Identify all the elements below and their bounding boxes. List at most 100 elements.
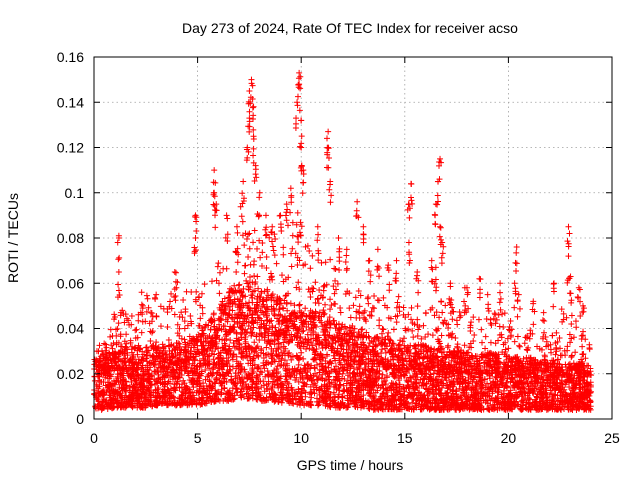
data-point <box>311 364 318 371</box>
data-point <box>355 287 362 294</box>
data-point <box>401 388 408 395</box>
data-point <box>299 370 306 377</box>
data-point <box>371 293 378 300</box>
data-point <box>222 342 229 349</box>
data-point <box>263 344 270 351</box>
data-point <box>238 394 245 401</box>
data-point <box>212 380 219 387</box>
data-point <box>449 330 456 337</box>
data-point <box>300 327 307 334</box>
data-point <box>259 249 266 256</box>
data-point <box>181 318 188 325</box>
data-point <box>379 371 386 378</box>
data-point <box>256 336 263 343</box>
data-point <box>354 349 361 356</box>
data-point <box>270 247 277 254</box>
data-point <box>582 355 589 362</box>
data-point <box>393 319 400 326</box>
data-point <box>427 306 434 313</box>
data-point <box>197 315 204 322</box>
data-point <box>315 300 322 307</box>
data-point <box>202 367 209 374</box>
data-point <box>568 352 575 359</box>
data-point <box>223 265 230 272</box>
data-point <box>568 320 575 327</box>
data-point <box>271 311 278 318</box>
data-point <box>231 392 238 399</box>
data-point <box>258 288 265 295</box>
data-point <box>285 384 292 391</box>
data-point <box>310 346 317 353</box>
data-point <box>523 365 530 372</box>
data-point <box>216 290 223 297</box>
data-point <box>229 363 236 370</box>
data-point <box>241 262 248 269</box>
data-point <box>579 343 586 350</box>
data-point <box>241 270 248 277</box>
data-point <box>520 355 527 362</box>
data-point <box>323 353 330 360</box>
data-point <box>204 334 211 341</box>
data-point <box>245 286 252 293</box>
data-point <box>318 319 325 326</box>
data-point <box>123 331 130 338</box>
data-point <box>299 321 306 328</box>
data-point <box>123 315 130 322</box>
data-point <box>283 299 290 306</box>
data-point <box>397 337 404 344</box>
data-point <box>295 330 302 337</box>
data-point <box>438 384 445 391</box>
data-point <box>251 273 258 280</box>
data-point <box>563 314 570 321</box>
data-point <box>96 342 103 349</box>
data-point <box>444 344 451 351</box>
data-point <box>478 377 485 384</box>
data-point <box>276 375 283 382</box>
data-point <box>177 360 184 367</box>
data-point <box>216 336 223 343</box>
data-point <box>213 374 220 381</box>
data-point <box>313 361 320 368</box>
data-point <box>288 263 295 270</box>
data-point <box>360 392 367 399</box>
data-point <box>199 310 206 317</box>
data-point <box>210 310 217 317</box>
data-point <box>514 333 521 340</box>
data-point <box>379 325 386 332</box>
data-point <box>102 341 109 348</box>
data-point <box>306 248 313 255</box>
data-point <box>288 384 295 391</box>
data-point <box>570 334 577 341</box>
data-point <box>410 373 417 380</box>
data-point <box>107 356 114 363</box>
data-point <box>293 221 300 228</box>
data-point <box>225 357 232 364</box>
data-point <box>400 304 407 311</box>
data-point <box>357 292 364 299</box>
data-point <box>458 354 465 361</box>
data-point <box>466 354 473 361</box>
data-point <box>369 304 376 311</box>
data-point <box>396 341 403 348</box>
data-point <box>244 280 251 287</box>
data-point <box>285 339 292 346</box>
data-point <box>299 328 306 335</box>
data-point <box>231 311 238 318</box>
data-point <box>470 314 477 321</box>
data-point <box>336 266 343 273</box>
data-point <box>516 343 523 350</box>
data-point <box>181 367 188 374</box>
data-point <box>333 332 340 339</box>
data-point <box>305 361 312 368</box>
data-point <box>219 336 226 343</box>
data-point <box>327 296 334 303</box>
data-point <box>184 368 191 375</box>
data-point <box>385 329 392 336</box>
data-point <box>400 384 407 391</box>
data-point <box>176 364 183 371</box>
data-point <box>490 315 497 322</box>
data-point <box>274 369 281 376</box>
data-point <box>239 218 246 225</box>
data-point <box>380 294 387 301</box>
data-point <box>380 385 387 392</box>
